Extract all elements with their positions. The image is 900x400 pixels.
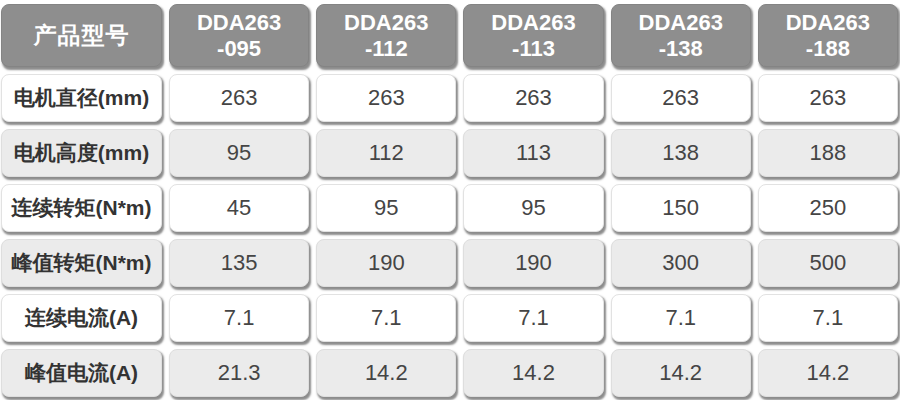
table-cell: 45 [169,184,309,232]
table-cell: 250 [758,184,898,232]
table-cell: 7.1 [316,294,456,342]
table-cell: 263 [758,74,898,122]
column-header-line2: -113 [512,36,555,62]
table-cell: 263 [463,74,603,122]
table-cell: 7.1 [463,294,603,342]
product-spec-table: 产品型号 DDA263 -095 DDA263 -112 DDA263 -113… [0,0,900,400]
column-header-line1: DDA263 [344,10,428,36]
table-cell: 14.2 [463,349,603,397]
row-label-peak-current: 峰值电流(A) [1,349,162,397]
table-cell: 21.3 [169,349,309,397]
column-header-line2: -138 [659,36,703,62]
corner-header-product-model: 产品型号 [1,4,162,67]
table-cell: 113 [463,129,603,177]
table-cell: 7.1 [611,294,751,342]
column-header-line1: DDA263 [639,10,723,36]
table-cell: 190 [316,239,456,287]
table-cell: 14.2 [611,349,751,397]
table-cell: 7.1 [758,294,898,342]
row-label-continuous-current: 连续电流(A) [1,294,162,342]
table-cell: 188 [758,129,898,177]
row-label-continuous-torque: 连续转矩(N*m) [1,184,162,232]
table-cell: 95 [463,184,603,232]
column-header-line2: -188 [806,36,850,62]
table-cell: 112 [316,129,456,177]
column-header-line1: DDA263 [197,10,281,36]
table-cell: 7.1 [169,294,309,342]
column-header-line1: DDA263 [491,10,575,36]
column-header-line1: DDA263 [786,10,870,36]
table-cell: 263 [169,74,309,122]
column-header-dda263-188: DDA263 -188 [758,4,898,67]
column-header-dda263-095: DDA263 -095 [169,4,309,67]
row-label-motor-height: 电机高度(mm) [1,129,162,177]
column-header-line2: -112 [365,36,408,62]
corner-header-label: 产品型号 [34,22,130,49]
table-cell: 135 [169,239,309,287]
table-cell: 138 [611,129,751,177]
row-label-peak-torque: 峰值转矩(N*m) [1,239,162,287]
table-cell: 190 [463,239,603,287]
table-cell: 14.2 [316,349,456,397]
table-cell: 14.2 [758,349,898,397]
column-header-dda263-112: DDA263 -112 [316,4,456,67]
table-cell: 150 [611,184,751,232]
table-cell: 263 [316,74,456,122]
table-cell: 263 [611,74,751,122]
table-cell: 95 [169,129,309,177]
column-header-line2: -095 [217,36,261,62]
column-header-dda263-113: DDA263 -113 [463,4,603,67]
table-cell: 95 [316,184,456,232]
table-cell: 300 [611,239,751,287]
table-cell: 500 [758,239,898,287]
row-label-motor-diameter: 电机直径(mm) [1,74,162,122]
column-header-dda263-138: DDA263 -138 [611,4,751,67]
